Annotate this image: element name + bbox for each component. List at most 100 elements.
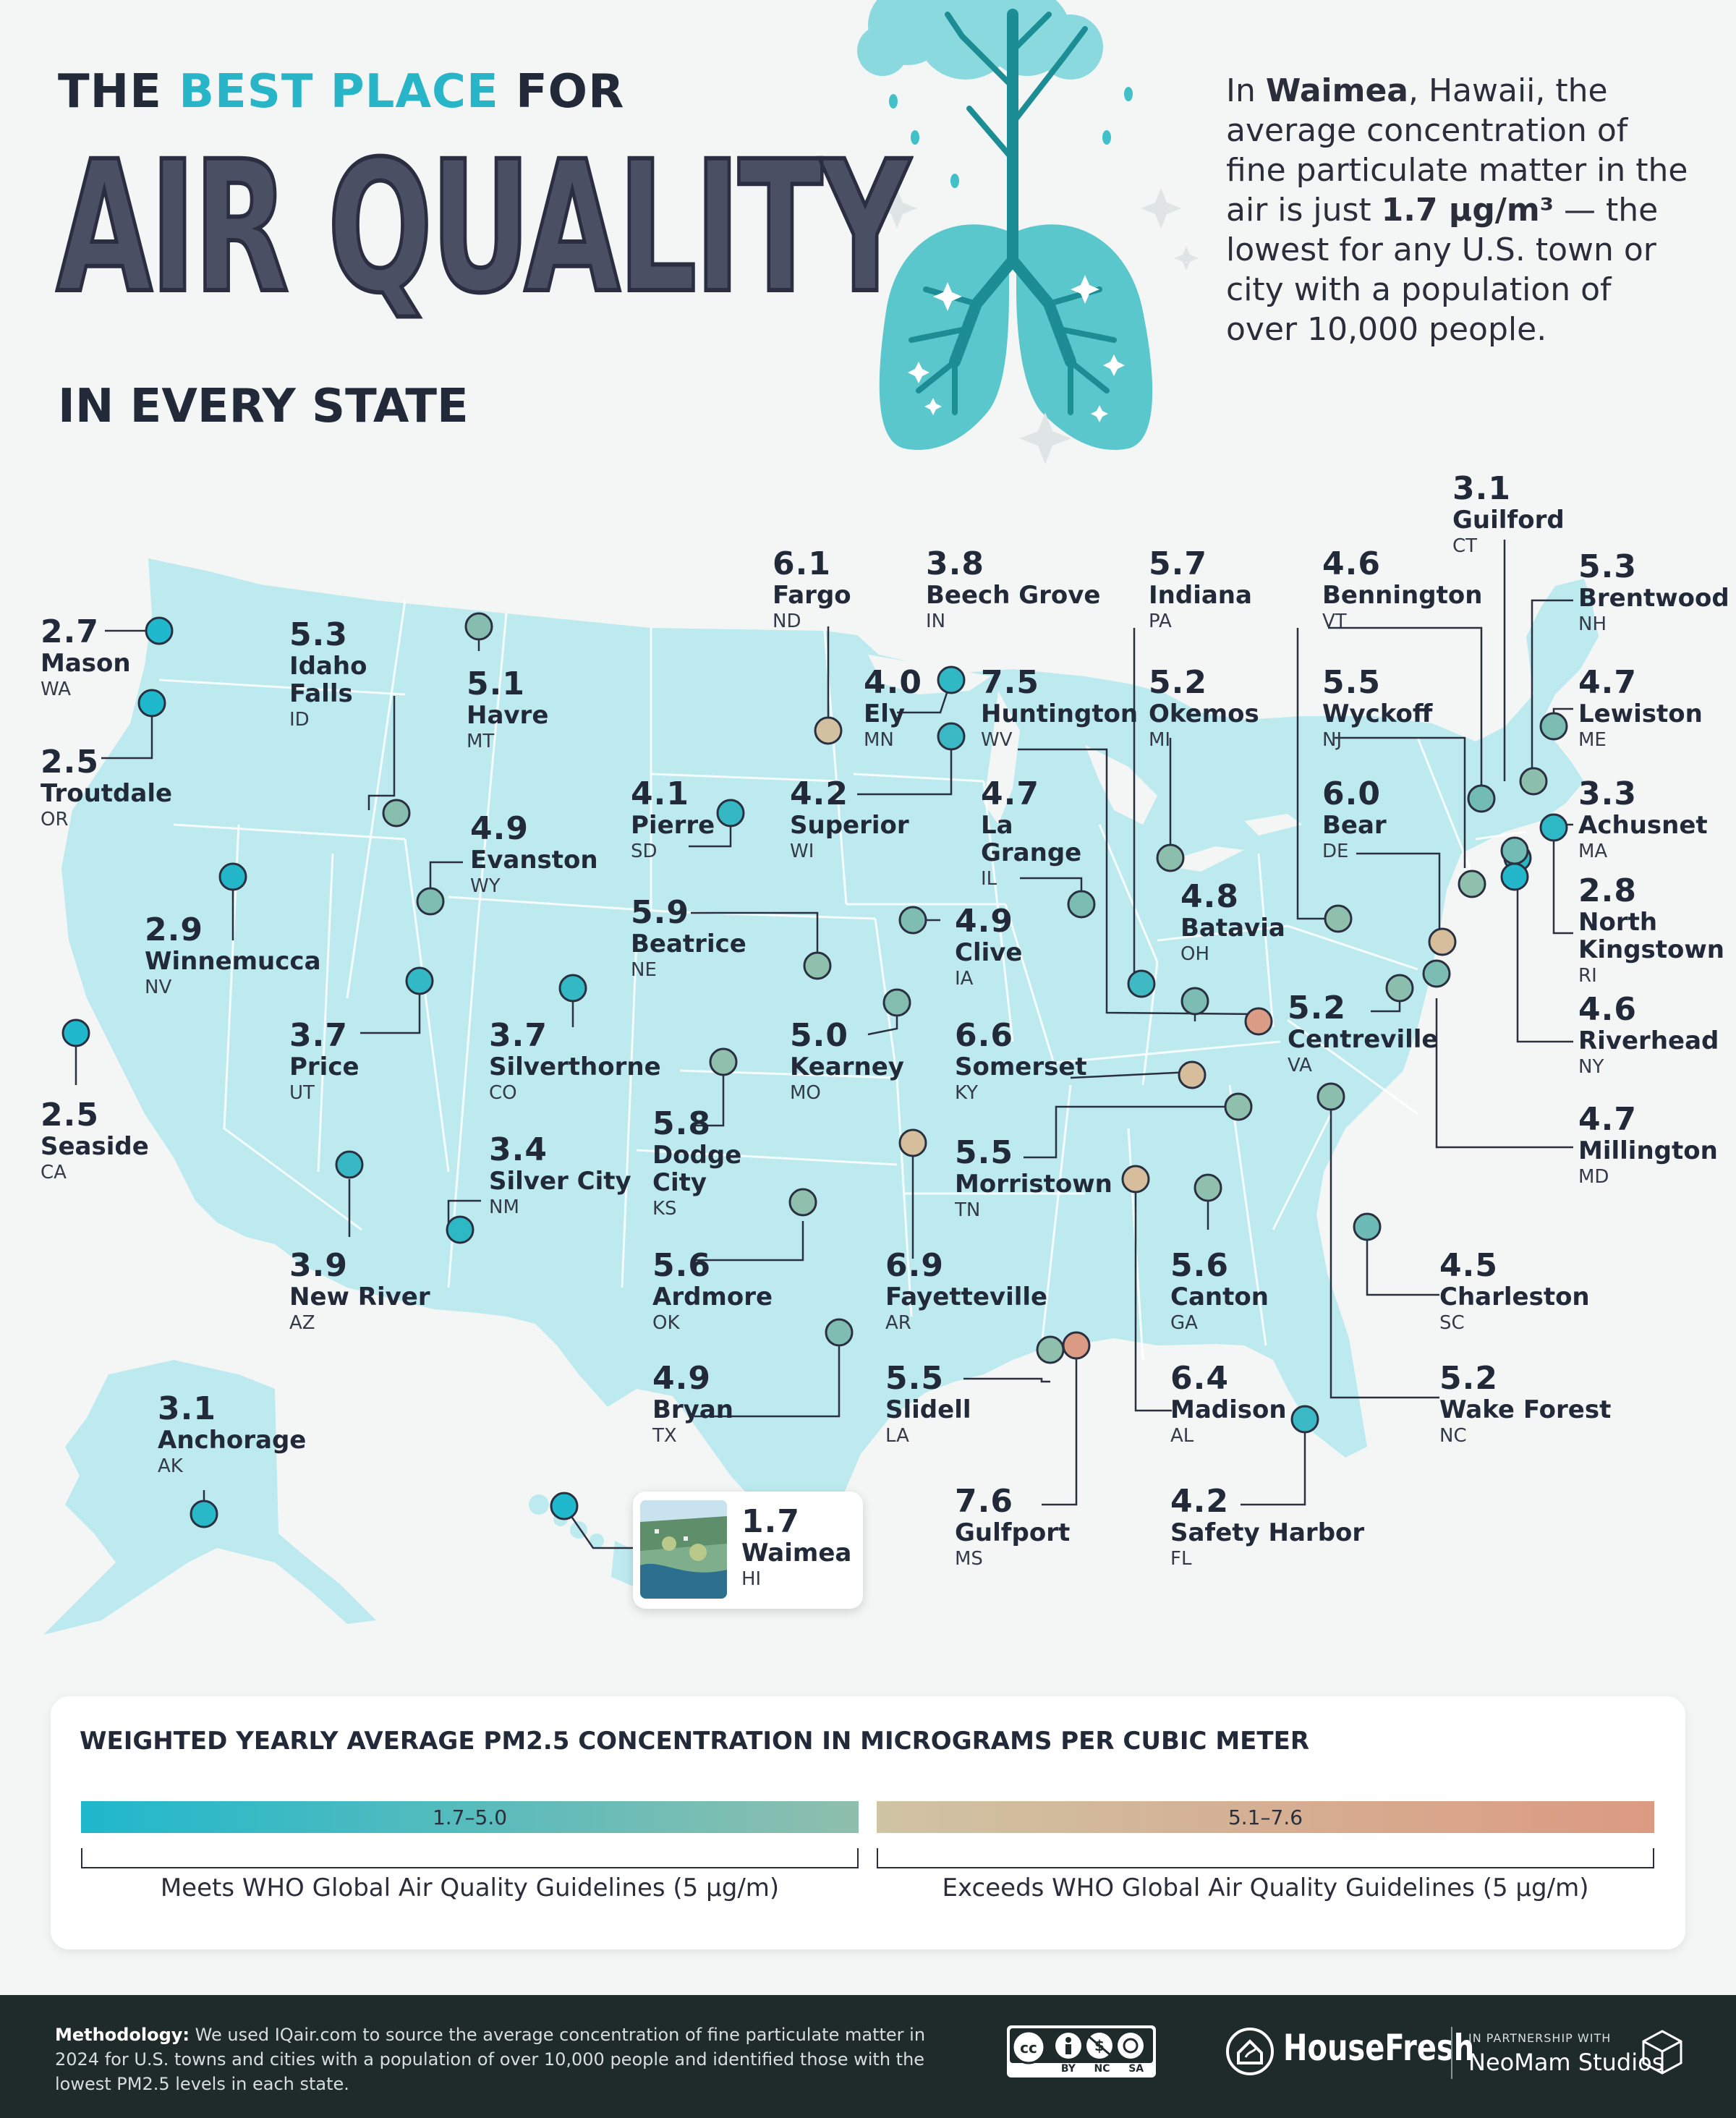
city-value: 6.6 xyxy=(955,1017,1013,1054)
city-state: CA xyxy=(41,1162,67,1183)
marker-me xyxy=(1539,712,1568,741)
city-name: Fargo xyxy=(773,581,851,610)
city-state: FL xyxy=(1170,1548,1192,1570)
city-value: 6.4 xyxy=(1170,1360,1229,1397)
city-name: Morristown xyxy=(955,1170,1112,1199)
city-state: DE xyxy=(1322,841,1349,862)
city-state: VA xyxy=(1288,1055,1312,1076)
marker-wy xyxy=(416,887,445,916)
city-value: 4.0 xyxy=(864,664,922,701)
city-value: 4.8 xyxy=(1180,878,1239,915)
city-label-az: 3.9 New River AZ xyxy=(289,1249,430,1335)
city-name: Guilford xyxy=(1452,506,1565,535)
city-value: 4.7 xyxy=(981,775,1039,812)
city-state: UT xyxy=(289,1082,315,1104)
city-state: MD xyxy=(1578,1166,1609,1188)
neomam-logo-icon xyxy=(1641,2028,1684,2076)
marker-la xyxy=(1036,1335,1065,1364)
city-name: Superior xyxy=(790,811,909,840)
city-state: OK xyxy=(652,1312,680,1334)
city-label-mi: 5.2 Okemos MI xyxy=(1149,665,1259,752)
city-name: Havre xyxy=(467,701,549,730)
city-label-ks: 5.8 Dodge City KS xyxy=(652,1107,746,1221)
city-name: Winnemucca xyxy=(145,947,321,976)
city-name: Achusnet xyxy=(1578,811,1708,840)
marker-ks xyxy=(709,1047,738,1076)
city-value: 5.5 xyxy=(955,1134,1013,1171)
city-label-ne: 5.9 Beatrice NE xyxy=(631,896,746,982)
footer: Methodology: We used IQair.com to source… xyxy=(0,1995,1736,2118)
legend-title: WEIGHTED YEARLY AVERAGE PM2.5 CONCENTRAT… xyxy=(80,1727,1309,1756)
marker-vt xyxy=(1467,784,1496,813)
city-label-nh: 5.3 Brentwood NH xyxy=(1578,550,1729,637)
city-value: 5.5 xyxy=(885,1360,944,1397)
city-name: Troutdale xyxy=(41,779,173,808)
city-label-ri: 2.8 North Kingstown RI xyxy=(1578,874,1724,988)
city-state: NM xyxy=(489,1196,519,1218)
city-name: Gulfport xyxy=(955,1518,1071,1547)
city-label-ny: 4.6 Riverhead NY xyxy=(1578,992,1719,1079)
marker-ia xyxy=(898,906,927,935)
city-state: NY xyxy=(1578,1056,1604,1078)
city-label-sc: 4.5 Charleston SC xyxy=(1439,1249,1590,1335)
great-lakes xyxy=(868,655,1302,872)
marker-ms xyxy=(1062,1331,1091,1360)
city-markers xyxy=(61,612,1568,1528)
alaska-silhouette xyxy=(43,1360,376,1635)
city-label-tx: 4.9 Bryan TX xyxy=(652,1361,733,1448)
city-name: Clive xyxy=(955,938,1023,967)
city-value: 5.6 xyxy=(1170,1247,1229,1284)
marker-mo xyxy=(882,988,911,1017)
city-state: TX xyxy=(652,1425,677,1447)
city-state: NV xyxy=(145,977,172,998)
city-state: WY xyxy=(470,875,501,897)
intro-highlight: Waimea xyxy=(1265,72,1408,109)
marker-ca xyxy=(61,1018,90,1047)
city-state: ME xyxy=(1578,729,1607,751)
legend-low-label: Meets WHO Global Air Quality Guidelines … xyxy=(160,1874,780,1902)
marker-nd xyxy=(814,716,843,745)
city-value: 7.5 xyxy=(981,664,1039,701)
city-label-in: 3.8 Beech Grove IN xyxy=(926,547,1101,634)
city-value: 4.7 xyxy=(1578,664,1637,701)
city-label-al: 6.4 Madison AL xyxy=(1170,1361,1287,1448)
city-name: Anchorage xyxy=(158,1426,307,1455)
city-name: Slidell xyxy=(885,1395,971,1424)
city-state: CT xyxy=(1452,535,1478,557)
city-label-pa: 5.7 Indiana PA xyxy=(1149,547,1252,634)
city-state: KS xyxy=(652,1198,677,1220)
intro-text: In Waimea, Hawaii, the average concentra… xyxy=(1226,71,1689,349)
city-value: 4.6 xyxy=(1322,545,1381,582)
city-label-la: 5.5 Slidell LA xyxy=(885,1361,971,1448)
methodology-body: We used IQair.com to source the average … xyxy=(55,2025,926,2094)
city-state: NH xyxy=(1578,613,1607,635)
marker-md xyxy=(1422,959,1451,988)
city-state: ND xyxy=(773,611,801,632)
city-value: 4.5 xyxy=(1439,1247,1498,1284)
city-value: 5.3 xyxy=(289,616,348,653)
city-value: 4.9 xyxy=(470,810,529,847)
city-value: 3.4 xyxy=(489,1131,548,1168)
city-value: 2.9 xyxy=(145,911,203,948)
marker-wa xyxy=(145,616,174,645)
city-value: 6.9 xyxy=(885,1247,944,1284)
city-state: LA xyxy=(885,1425,909,1447)
cc-license-icon: cc $ xyxy=(1007,2025,1156,2077)
footer-divider xyxy=(1451,2027,1452,2079)
city-label-ak: 3.1 Anchorage AK xyxy=(158,1392,306,1479)
city-state: SD xyxy=(631,841,658,862)
city-name: Ardmore xyxy=(652,1283,773,1311)
city-label-ok: 5.6 Ardmore OK xyxy=(652,1249,773,1335)
city-name: Bear xyxy=(1322,811,1387,840)
waimea-callout-card: 1.7 Waimea HI xyxy=(633,1492,863,1609)
city-name: New River xyxy=(289,1283,430,1311)
city-name: Mason xyxy=(41,649,131,678)
city-value: 2.5 xyxy=(41,1097,99,1134)
cc-label: BY xyxy=(1060,2063,1076,2075)
us-map-silhouette xyxy=(61,558,1599,1534)
marker-tn xyxy=(1224,1092,1253,1121)
cube-icon xyxy=(1642,2030,1682,2075)
marker-de xyxy=(1428,927,1457,956)
title-kicker-part: THE xyxy=(58,65,179,119)
